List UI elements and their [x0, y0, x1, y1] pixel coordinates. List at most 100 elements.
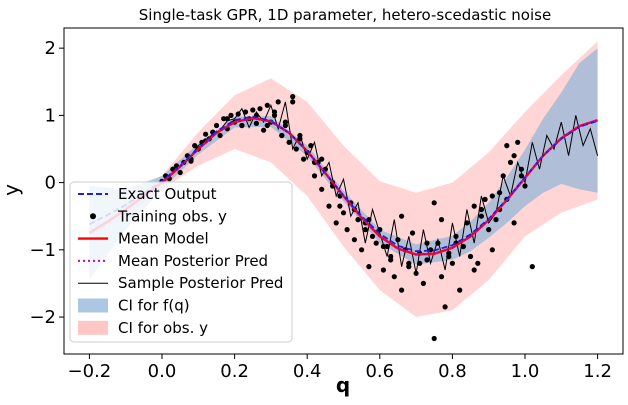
training-point	[438, 217, 445, 223]
training-point	[507, 159, 514, 165]
training-point	[337, 203, 343, 209]
training-point	[235, 111, 241, 117]
training-point	[424, 240, 430, 246]
training-point	[264, 122, 270, 129]
training-point	[257, 106, 263, 112]
training-point	[359, 247, 365, 253]
ci-fq-band	[89, 48, 598, 281]
training-point	[467, 253, 474, 260]
training-point	[409, 230, 416, 236]
legend-label: Sample Posterior Pred	[118, 274, 283, 292]
training-point	[420, 280, 426, 286]
training-point	[442, 304, 448, 310]
axis-ticks: −0.2 0.0 0.2 0.4 0.6 0.8 1.0 1.2 −2 −1 0 1 2	[29, 38, 611, 382]
training-point	[417, 260, 423, 266]
training-point	[489, 193, 495, 199]
legend-label: Mean Posterior Pred	[118, 252, 268, 270]
training-point	[380, 267, 386, 273]
y-tick-label: −1	[29, 240, 56, 261]
training-point	[435, 240, 441, 246]
training-point	[471, 203, 477, 209]
training-point	[438, 274, 445, 280]
x-tick-label: −0.2	[68, 361, 112, 382]
training-point	[290, 99, 296, 105]
training-point	[340, 210, 347, 216]
training-point	[489, 247, 495, 253]
training-point	[297, 136, 303, 142]
training-point	[192, 143, 198, 149]
training-point	[344, 227, 350, 233]
training-point	[293, 146, 299, 152]
training-point	[511, 220, 517, 226]
x-tick-label: 1.0	[511, 361, 540, 382]
training-point	[311, 173, 318, 179]
training-point	[242, 109, 249, 115]
training-point	[279, 132, 285, 139]
training-point	[369, 233, 376, 239]
training-point	[511, 153, 517, 159]
training-point	[286, 139, 292, 145]
mean-posterior-line	[88, 117, 598, 256]
training-point	[253, 120, 259, 126]
training-point	[388, 257, 394, 263]
legend-label: Mean Model	[118, 230, 209, 248]
training-point	[373, 240, 379, 246]
training-point	[290, 94, 296, 100]
training-point	[457, 287, 463, 293]
x-axis-label: q	[336, 373, 350, 397]
x-tick-label: 1.2	[583, 361, 612, 382]
legend-label: CI for obs. y	[118, 319, 208, 337]
x-tick-label: 0.2	[220, 361, 249, 382]
training-point	[362, 227, 368, 233]
training-point	[261, 127, 267, 133]
legend-label: CI for f(q)	[118, 297, 190, 315]
training-point	[449, 260, 455, 266]
y-tick-label: 0	[45, 173, 56, 194]
training-point	[351, 237, 357, 243]
legend: Exact Output Training obs. y Mean Model Mea…	[69, 181, 293, 343]
training-point	[399, 287, 405, 293]
legend-label: Training obs. y	[117, 207, 227, 225]
training-point	[464, 220, 470, 226]
plot-frame	[63, 27, 624, 355]
plot-area	[88, 41, 599, 342]
legend-box	[69, 181, 293, 343]
legend-handle	[78, 298, 108, 313]
training-point	[271, 109, 278, 115]
training-point	[217, 132, 223, 139]
training-point	[493, 217, 499, 223]
training-point	[486, 227, 492, 233]
y-tick-label: 1	[45, 105, 56, 126]
training-point	[446, 250, 452, 256]
training-point	[264, 102, 270, 108]
x-tick-label: 0.8	[438, 361, 467, 382]
training-point	[497, 190, 503, 196]
training-point	[319, 156, 325, 162]
training-point	[239, 122, 245, 129]
training-point	[228, 112, 234, 118]
training-point	[384, 243, 390, 250]
x-tick-label: 0.0	[148, 361, 177, 382]
training-point	[366, 264, 372, 270]
training-point	[453, 233, 459, 239]
training-point	[399, 213, 405, 219]
y-axis-label: y	[0, 184, 23, 196]
training-point	[308, 143, 314, 149]
training-point	[500, 173, 506, 179]
training-point	[424, 257, 430, 263]
legend-handle	[90, 213, 96, 220]
training-point	[406, 264, 412, 270]
training-point	[203, 131, 209, 137]
training-point	[529, 264, 535, 270]
training-point	[504, 143, 510, 149]
training-point	[301, 156, 307, 162]
training-point	[275, 99, 281, 105]
training-point	[250, 107, 256, 113]
y-tick-label: 2	[45, 38, 56, 59]
legend-label: Exact Output	[118, 185, 217, 203]
x-tick-label: 0.4	[293, 361, 322, 382]
training-point	[221, 116, 227, 122]
training-point	[395, 237, 401, 243]
training-point	[224, 116, 230, 122]
training-point	[326, 203, 332, 209]
